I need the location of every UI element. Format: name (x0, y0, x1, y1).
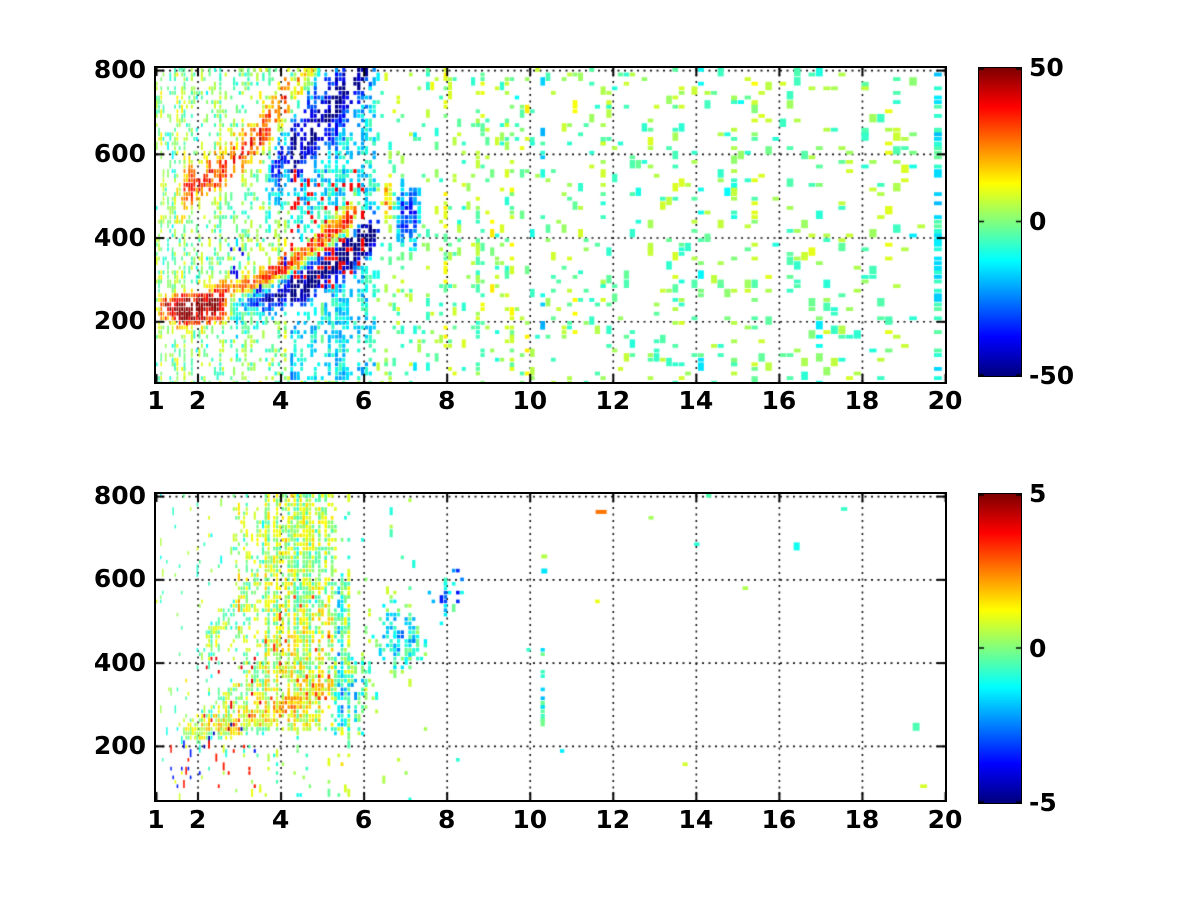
x-tick-label: 1 (147, 805, 165, 834)
x-tick-label: 4 (271, 386, 290, 415)
x-tick-label: 10 (512, 805, 548, 834)
x-tick-label: 16 (761, 805, 797, 834)
x-tick-label: 6 (354, 386, 373, 415)
y-tick-label: 400 (93, 647, 146, 677)
colorbar-canvas-top (979, 68, 1021, 376)
y-tick-label: 600 (93, 564, 146, 594)
colorbar-tick-label: 5 (1029, 479, 1047, 508)
y-tick-label: 800 (93, 55, 146, 85)
y-tick-label: 800 (93, 481, 146, 511)
colorbar-top (978, 67, 1022, 377)
colorbar-bottom (978, 493, 1022, 804)
x-tick-label: 18 (844, 386, 880, 415)
x-tick-label: 18 (844, 805, 880, 834)
heatmap-axes-top (154, 66, 947, 384)
x-tick-label: 14 (678, 805, 714, 834)
x-tick-label: 1 (147, 386, 165, 415)
heatmap-axes-bottom (154, 492, 947, 802)
colorbar-tick-label: -50 (1029, 361, 1075, 390)
x-tick-label: 6 (354, 805, 373, 834)
x-tick-label: 20 (927, 805, 963, 834)
colorbar-tick-label: 0 (1029, 207, 1047, 236)
x-tick-label: 10 (512, 386, 548, 415)
heatmap-canvas-top (156, 68, 945, 382)
colorbar-tick-label: -5 (1029, 788, 1057, 817)
colorbar-tick-label: 0 (1029, 633, 1047, 663)
x-tick-label: 16 (761, 386, 797, 415)
y-tick-label: 600 (93, 138, 146, 168)
x-tick-label: 12 (595, 805, 631, 834)
y-tick-label: 200 (93, 730, 146, 760)
x-tick-label: 14 (678, 386, 714, 415)
x-tick-label: 2 (188, 386, 207, 415)
y-tick-label: 200 (93, 306, 146, 336)
x-tick-label: 8 (437, 386, 456, 415)
colorbar-canvas-bottom (979, 494, 1021, 803)
x-tick-label: 4 (271, 805, 290, 834)
heatmap-canvas-bottom (156, 494, 945, 800)
x-tick-label: 2 (188, 805, 207, 834)
x-tick-label: 20 (927, 386, 963, 415)
y-tick-label: 400 (93, 222, 146, 252)
colorbar-tick-label: 50 (1029, 53, 1064, 82)
x-tick-label: 8 (437, 805, 456, 834)
x-tick-label: 12 (595, 386, 631, 415)
